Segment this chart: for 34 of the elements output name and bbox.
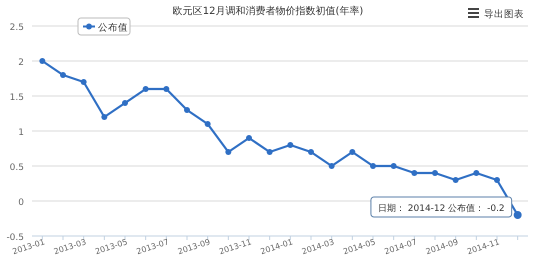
point xyxy=(163,86,170,92)
point xyxy=(225,149,232,155)
point xyxy=(370,163,376,169)
annotation: 日期： 2014-12 公布值： -0.2 xyxy=(378,203,505,214)
point xyxy=(80,79,87,85)
point xyxy=(411,170,418,176)
y-tick-label: 1 xyxy=(18,128,24,138)
legend-label: 公布值 xyxy=(98,22,128,34)
y-tick-label: 2 xyxy=(18,58,24,68)
point xyxy=(142,86,149,92)
point xyxy=(473,170,480,176)
point xyxy=(122,100,128,106)
point xyxy=(432,170,438,176)
point xyxy=(60,72,66,78)
point xyxy=(494,177,500,183)
point xyxy=(287,142,294,148)
y-tick-label: 0.5 xyxy=(10,163,24,173)
y-tick-label: -0.5 xyxy=(6,233,24,243)
point xyxy=(266,149,273,155)
point xyxy=(184,107,190,113)
point xyxy=(308,149,314,155)
point xyxy=(349,149,356,155)
point xyxy=(39,58,46,64)
text: 导出图表 xyxy=(484,8,524,20)
point xyxy=(204,121,211,127)
point xyxy=(390,163,397,169)
point xyxy=(246,135,252,141)
point xyxy=(452,177,459,183)
point xyxy=(101,114,108,120)
chart-title: 欧元区12月调和消费者物价指数初值(年率) xyxy=(172,5,364,17)
y-tick-label: 1.5 xyxy=(10,93,24,103)
y-tick-label: 0 xyxy=(18,198,24,208)
point xyxy=(328,163,335,169)
y-tick-label: 2.5 xyxy=(10,23,24,33)
